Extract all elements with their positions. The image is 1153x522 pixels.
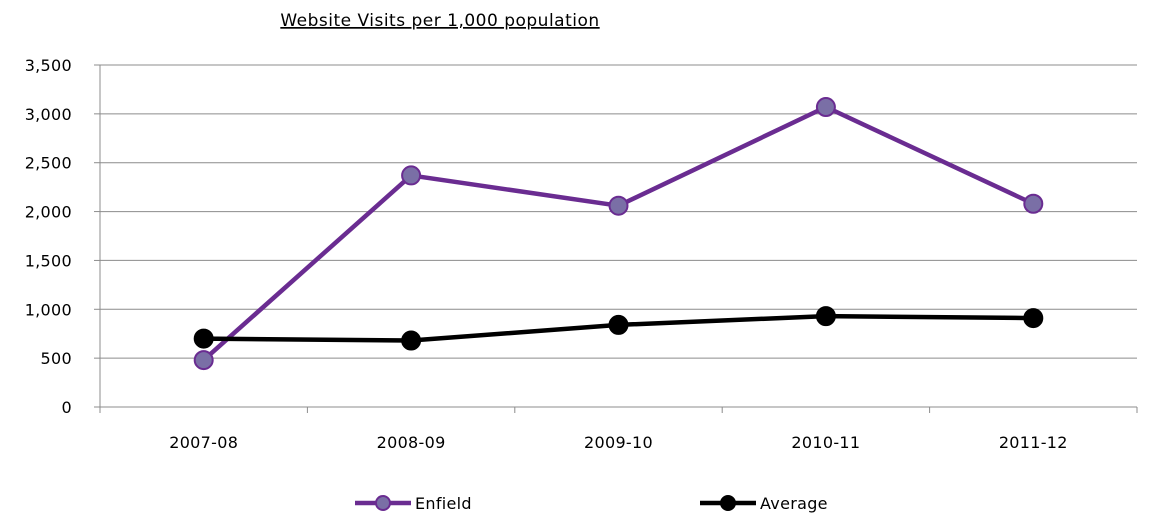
x-axis-tick-labels: 2007-08 2008-09 2009-10 2010-11 2011-12 (169, 433, 1068, 452)
x-tick-label: 2007-08 (169, 433, 238, 452)
y-tick-label: 2,500 (25, 154, 72, 173)
series-markers (193, 97, 1044, 371)
data-point-enfield (1023, 193, 1044, 214)
axes (99, 65, 1138, 413)
legend-label-average: Average (760, 494, 828, 513)
data-point-average (401, 330, 422, 351)
legend-marker-enfield (375, 495, 391, 511)
x-tick-label: 2009-10 (584, 433, 653, 452)
legend: Enfield Average (355, 494, 828, 513)
x-tick-label: 2010-11 (791, 433, 860, 452)
data-point-enfield (401, 165, 422, 186)
data-point-average (608, 314, 629, 335)
legend-label-enfield: Enfield (415, 494, 472, 513)
y-tick-label: 0 (62, 398, 72, 417)
y-tick-label: 1,000 (25, 300, 72, 319)
x-tick-label: 2011-12 (999, 433, 1068, 452)
y-tick-label: 1,500 (25, 251, 72, 270)
y-axis-tick-labels: 0 500 1,000 1,500 2,000 2,500 3,000 3,500 (25, 56, 72, 417)
data-point-enfield (815, 97, 836, 118)
data-point-enfield (193, 350, 214, 371)
y-tick-label: 3,500 (25, 56, 72, 75)
data-point-average (1023, 308, 1044, 329)
gridlines (94, 64, 1137, 408)
y-tick-label: 3,000 (25, 105, 72, 124)
data-point-average (193, 328, 214, 349)
data-point-average (815, 306, 836, 327)
data-point-enfield (608, 195, 629, 216)
y-tick-label: 2,000 (25, 203, 72, 222)
x-tick-label: 2008-09 (377, 433, 446, 452)
chart-title: Website Visits per 1,000 population (280, 11, 599, 31)
legend-marker-average (720, 495, 736, 511)
y-tick-label: 500 (41, 349, 72, 368)
